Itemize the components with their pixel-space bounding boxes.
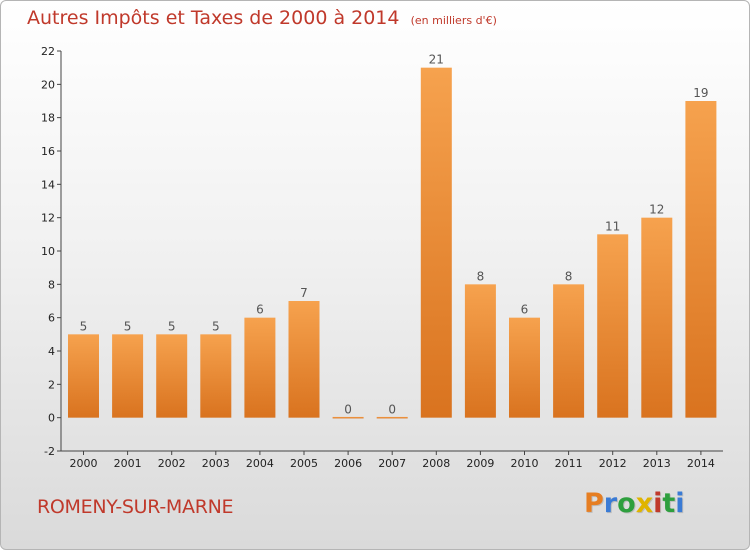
data-label-2001: 5 (124, 319, 132, 333)
x-tick-label-2014: 2014 (687, 457, 715, 470)
bar-2001 (112, 334, 144, 418)
data-label-2008: 21 (429, 53, 444, 67)
y-tick-label: 16 (41, 145, 55, 158)
y-tick-label: 6 (48, 312, 55, 325)
logo-letter: t (662, 488, 676, 519)
proxiti-logo[interactable]: Proxiti (584, 488, 685, 519)
x-tick-label-2002: 2002 (158, 457, 186, 470)
y-tick-label: 20 (41, 78, 55, 91)
commune-name: ROMENY-SUR-MARNE (37, 496, 234, 518)
x-tick-label-2008: 2008 (422, 457, 450, 470)
y-tick-label: 14 (41, 178, 55, 191)
chart-unit-label: (en milliers d'€) (410, 14, 497, 27)
bars (68, 67, 717, 419)
x-tick-label-2005: 2005 (290, 457, 318, 470)
y-tick-label: 12 (41, 212, 55, 225)
x-tick-label-2004: 2004 (246, 457, 274, 470)
y-tick-label: 4 (48, 345, 55, 358)
logo-letter: i (653, 488, 663, 519)
bar-2012 (597, 234, 629, 418)
data-label-2012: 11 (605, 219, 620, 233)
chart-title-row: Autres Impôts et Taxes de 2000 à 2014 (e… (27, 7, 497, 29)
data-label-2010: 6 (521, 303, 529, 317)
data-label-2004: 6 (256, 303, 264, 317)
logo-letter: o (617, 488, 636, 519)
data-label-2007: 0 (388, 403, 396, 417)
bar-2011 (553, 284, 585, 418)
bar-2000 (68, 334, 99, 418)
logo-letter: P (584, 488, 604, 519)
data-label-2009: 8 (477, 269, 485, 283)
data-label-2006: 0 (344, 403, 352, 417)
x-tick-label-2003: 2003 (202, 457, 230, 470)
axes (57, 50, 723, 455)
bar-2004 (244, 317, 276, 418)
x-tick-label-2007: 2007 (378, 457, 406, 470)
x-tick-label-2006: 2006 (334, 457, 362, 470)
y-tick-label: 8 (48, 278, 55, 291)
bar-2008 (420, 67, 452, 418)
x-tick-label-2009: 2009 (466, 457, 494, 470)
bar-2003 (200, 334, 232, 418)
y-tick-label: -2 (44, 445, 55, 458)
bar-2002 (156, 334, 188, 418)
bar-2005 (288, 301, 320, 418)
logo-letter: x (635, 488, 654, 519)
x-tick-label-2012: 2012 (599, 457, 627, 470)
y-tick-label: 2 (48, 378, 55, 391)
data-label-2014: 19 (693, 86, 708, 100)
x-tick-label-2000: 2000 (70, 457, 98, 470)
y-tick-label: 0 (48, 412, 55, 425)
logo-letter: r (603, 488, 618, 519)
labels: -2 0 2 4 6 8 10 12 14 16 18 20 22 2000 5 2001 5 2002 5 2003… (41, 45, 715, 470)
x-tick-label-2013: 2013 (643, 457, 671, 470)
data-label-2000: 5 (80, 319, 88, 333)
y-tick-label: 22 (41, 45, 55, 58)
bar-2007 (376, 416, 408, 419)
bar-2014 (685, 101, 717, 418)
bar-2006 (332, 416, 364, 419)
bar-2013 (641, 217, 673, 418)
data-label-2002: 5 (168, 319, 176, 333)
y-tick-label: 10 (41, 245, 55, 258)
data-label-2005: 7 (300, 286, 308, 300)
x-tick-label-2011: 2011 (555, 457, 583, 470)
bar-2010 (509, 317, 540, 418)
y-tick-label: 18 (41, 112, 55, 125)
chart-title: Autres Impôts et Taxes de 2000 à 2014 (27, 7, 400, 29)
data-label-2003: 5 (212, 319, 220, 333)
bar-2009 (464, 284, 496, 418)
x-tick-label-2001: 2001 (114, 457, 142, 470)
data-label-2011: 8 (565, 269, 573, 283)
x-tick-label-2010: 2010 (511, 457, 539, 470)
data-label-2013: 12 (649, 203, 664, 217)
logo-letter: i (675, 488, 685, 519)
